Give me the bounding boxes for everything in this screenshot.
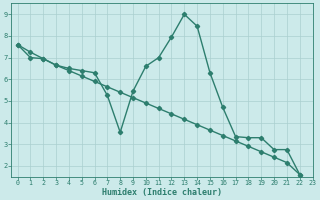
X-axis label: Humidex (Indice chaleur): Humidex (Indice chaleur): [102, 188, 222, 197]
